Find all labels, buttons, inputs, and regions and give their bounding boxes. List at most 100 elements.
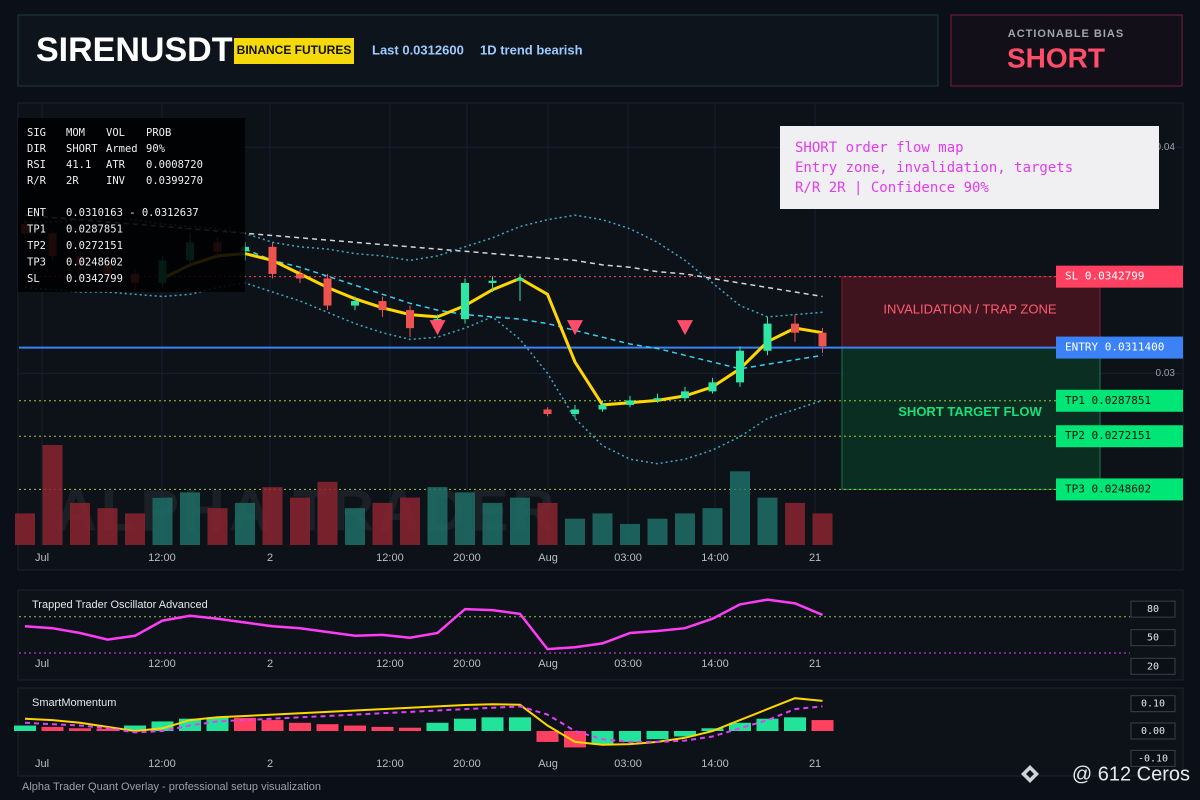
momentum-bar (426, 722, 449, 731)
volume-bar (537, 502, 558, 545)
momentum-bar (14, 725, 36, 731)
momentum-bar (261, 720, 284, 731)
momentum-bar (701, 728, 724, 731)
annotation-line: Entry zone, invalidation, targets (795, 160, 1073, 176)
candle-body (461, 282, 469, 320)
credit-logo (1021, 765, 1039, 783)
x-tick-label: 21 (809, 658, 821, 670)
candle-body (406, 310, 414, 329)
tick-box (1130, 749, 1176, 767)
level-value: 0.0342799 (1085, 270, 1145, 283)
x-tick-label: 14:00 (701, 658, 729, 670)
zone-label: SHORT TARGET FLOW (898, 404, 1042, 419)
info-cell: VOL (106, 127, 125, 139)
info-cell: 0.0287851 (66, 224, 123, 236)
bias-box (950, 14, 1183, 87)
volume-bar (565, 518, 585, 545)
y-tick-label: 50 (1147, 633, 1159, 644)
volume-bar (262, 487, 283, 545)
x-tick-label: 03:00 (614, 552, 642, 564)
momentum-bar (756, 718, 779, 731)
tick-box (1130, 657, 1176, 675)
candle-body (378, 301, 387, 311)
candle-body (351, 301, 359, 306)
annotation-box (780, 126, 1159, 209)
level-value: 0.0287851 (1092, 394, 1152, 407)
momentum-bar (234, 717, 256, 731)
symbol: SIRENUSDT (36, 31, 233, 69)
volume-bar (317, 481, 338, 545)
info-cell: 0.0008720 (146, 159, 203, 171)
x-tick-label: 14:00 (701, 758, 729, 770)
volume-bar (730, 471, 750, 545)
volume-bar (42, 445, 63, 545)
momentum-bar (399, 727, 421, 731)
momentum-bar (206, 717, 229, 731)
volume-bar (235, 502, 255, 545)
level-label: TP2 0.0272151 (1065, 429, 1151, 442)
info-cell: 0.0342799 (66, 273, 123, 285)
info-cell: SIG (27, 127, 46, 139)
x-tick-label: 12:00 (148, 758, 176, 770)
info-cell: INV (106, 175, 126, 187)
bias-value: SHORT (1007, 42, 1105, 73)
annotation-line: SHORT order flow map (795, 140, 964, 156)
overlay-line (25, 214, 823, 318)
sell-signal (429, 320, 446, 336)
x-tick-label: 2 (267, 758, 273, 770)
volume-bar (427, 487, 448, 545)
level-tag (1056, 389, 1183, 412)
candle-body (598, 404, 607, 410)
momentum-bar (481, 717, 504, 731)
candle-body (571, 409, 579, 414)
x-tick-label: 12:00 (376, 552, 404, 564)
x-tick-label: 20:00 (453, 758, 481, 770)
x-tick-label: Jul (35, 658, 49, 670)
info-cell: ATR (106, 159, 126, 171)
momentum-bar (454, 718, 476, 731)
momentum-bar (729, 722, 751, 731)
level-tag (1056, 425, 1183, 448)
momentum-line (24, 705, 823, 743)
trend: 1D trend bearish (480, 42, 583, 57)
sell-signal (567, 320, 583, 336)
last-price: Last 0.0312600 (372, 42, 464, 57)
info-cell: 0.0248602 (66, 257, 123, 269)
volume-bar (15, 513, 35, 545)
momentum-bar (509, 717, 531, 731)
tick-box (1130, 600, 1176, 618)
momentum-bar (646, 731, 669, 740)
momentum-title: SmartMomentum (32, 697, 116, 709)
volume-bar (180, 492, 200, 545)
volume-bar (757, 497, 778, 545)
momentum-bar (674, 731, 696, 737)
x-tick-label: 03:00 (614, 758, 642, 770)
level-value: 0.0311400 (1105, 341, 1165, 354)
volume-bar (812, 513, 833, 545)
x-tick-label: 12:00 (376, 758, 404, 770)
momentum-bar (811, 720, 834, 731)
level-tag (1056, 265, 1183, 288)
volume-bar (675, 513, 695, 545)
level-tag (1056, 478, 1183, 501)
candle-body (818, 332, 827, 347)
level-value: 0.0248602 (1092, 482, 1152, 495)
momentum-bar (124, 725, 146, 731)
candle-body (763, 323, 772, 351)
volume-bar (70, 502, 90, 545)
level-name: TP3 (1065, 482, 1085, 495)
candle-body (791, 323, 799, 333)
y-tick-label: 0.10 (1141, 699, 1165, 710)
x-tick-label: 14:00 (701, 552, 729, 564)
level-label: TP3 0.0248602 (1065, 482, 1151, 495)
y-tick-label: 80 (1147, 604, 1159, 615)
momentum-bar (41, 726, 64, 731)
candle-body (653, 398, 662, 401)
info-cell: 41.1 (66, 159, 91, 171)
invalidation-zone (841, 276, 1101, 349)
info-cell: MOM (66, 127, 85, 139)
volume-bar (207, 508, 228, 545)
credit: @ 612 Ceros (1072, 763, 1190, 785)
volume-bar (372, 502, 393, 545)
